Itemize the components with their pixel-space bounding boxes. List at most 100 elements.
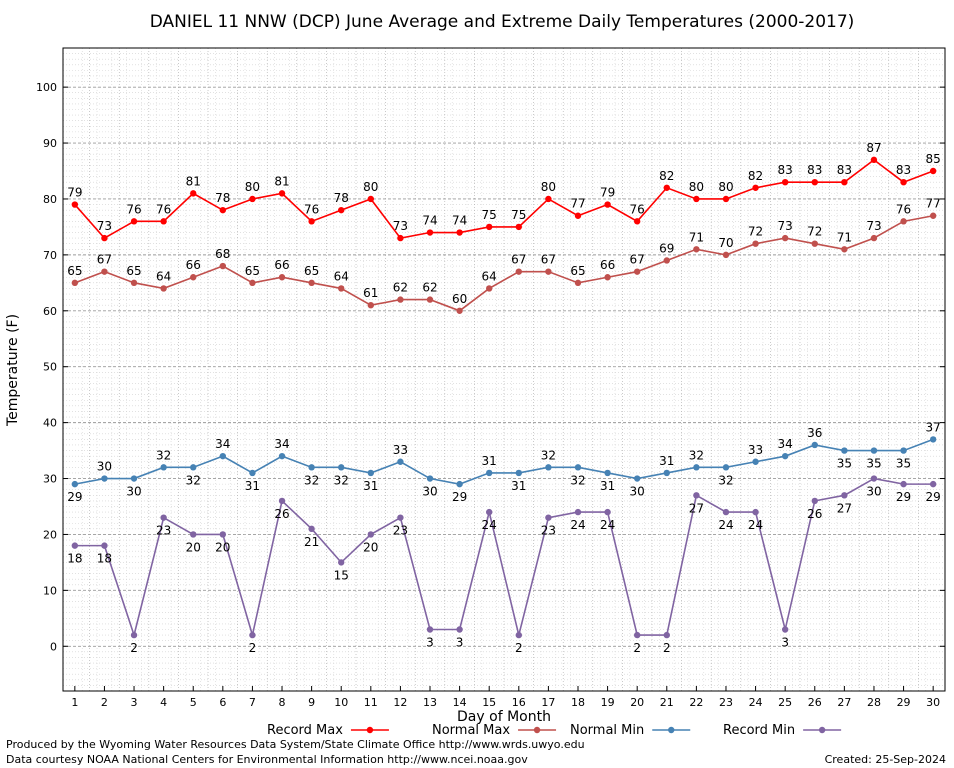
legend-swatch-marker xyxy=(366,726,374,734)
legend-label: Normal Max xyxy=(432,723,510,738)
x-tick-label: 16 xyxy=(512,696,526,709)
data-label: 30 xyxy=(97,460,112,474)
series-line xyxy=(74,477,934,638)
data-point xyxy=(219,452,227,460)
data-point xyxy=(811,240,818,247)
data-label: 81 xyxy=(274,174,289,188)
data-label: 66 xyxy=(274,258,289,272)
data-label: 78 xyxy=(215,191,230,205)
data-point xyxy=(811,441,818,449)
data-label: 35 xyxy=(896,457,911,471)
legend-label: Record Max xyxy=(267,723,343,738)
data-label: 87 xyxy=(866,141,881,155)
data-label: 20 xyxy=(215,540,230,554)
data-label: 32 xyxy=(718,473,733,487)
x-tick-label: 23 xyxy=(719,696,733,709)
data-label: 77 xyxy=(926,197,941,211)
data-label: 32 xyxy=(156,448,171,462)
data-point xyxy=(249,631,256,639)
legend-label: Record Min xyxy=(723,723,795,738)
data-label: 75 xyxy=(482,208,497,222)
data-point xyxy=(781,452,789,460)
data-label: 3 xyxy=(781,635,789,649)
data-point xyxy=(722,464,730,471)
data-point xyxy=(929,212,937,219)
data-point xyxy=(190,531,197,538)
data-point xyxy=(338,464,345,471)
data-label: 69 xyxy=(659,241,674,255)
data-label: 72 xyxy=(748,225,763,239)
data-label: 60 xyxy=(452,292,467,306)
data-label: 77 xyxy=(570,197,585,211)
data-point xyxy=(841,447,848,454)
x-tick-label: 28 xyxy=(867,696,881,709)
data-label: 83 xyxy=(896,163,911,177)
data-label: 70 xyxy=(718,236,733,250)
data-label: 23 xyxy=(156,524,171,538)
data-label: 66 xyxy=(186,258,201,272)
data-point xyxy=(397,296,404,303)
x-tick-label: 17 xyxy=(541,696,555,709)
data-label: 76 xyxy=(304,202,319,216)
data-label: 64 xyxy=(156,269,171,283)
data-point xyxy=(515,631,522,639)
data-point xyxy=(900,480,907,488)
data-point xyxy=(456,307,463,314)
data-point xyxy=(130,631,138,639)
data-point xyxy=(604,508,611,516)
data-label: 31 xyxy=(600,479,615,493)
data-label: 18 xyxy=(97,552,112,566)
data-label: 64 xyxy=(334,269,349,283)
data-point xyxy=(722,195,730,203)
x-tick-label: 27 xyxy=(837,696,851,709)
data-point xyxy=(101,268,108,275)
y-tick-label: 10 xyxy=(43,584,57,597)
series-2: 29 30 30 32 32 34 31 34 32 32 31 33 30 29 31 31 32 32 31 30… xyxy=(67,420,941,504)
data-label: 82 xyxy=(659,169,674,183)
data-label: 24 xyxy=(482,518,497,532)
data-point xyxy=(101,234,108,242)
data-point xyxy=(308,464,315,471)
data-label: 83 xyxy=(778,163,793,177)
y-tick-label: 90 xyxy=(43,137,57,150)
data-point xyxy=(397,458,404,465)
data-point xyxy=(397,514,404,521)
data-label: 73 xyxy=(866,219,881,233)
data-point xyxy=(781,626,789,633)
chart-title: DANIEL 11 NNW (DCP) June Average and Ext… xyxy=(150,12,855,32)
data-label: 79 xyxy=(67,186,82,200)
data-point xyxy=(693,246,700,253)
data-label: 74 xyxy=(422,214,437,228)
data-point xyxy=(249,279,256,287)
data-label: 2 xyxy=(663,641,671,655)
data-label: 3 xyxy=(456,635,464,649)
y-tick-label: 20 xyxy=(43,528,57,541)
x-tick-label: 4 xyxy=(160,696,167,709)
data-label: 2 xyxy=(515,641,523,655)
data-label: 67 xyxy=(541,253,556,267)
data-point xyxy=(308,218,315,225)
data-label: 65 xyxy=(304,264,319,278)
data-label: 72 xyxy=(807,225,822,239)
data-point xyxy=(278,190,286,197)
data-point xyxy=(249,195,256,203)
data-point xyxy=(338,559,345,566)
data-point xyxy=(426,475,434,482)
data-point xyxy=(663,469,670,477)
data-label: 73 xyxy=(778,219,793,233)
y-tick-label: 60 xyxy=(43,305,57,318)
data-label: 29 xyxy=(926,490,941,504)
data-point xyxy=(633,268,641,275)
data-label: 67 xyxy=(630,253,645,267)
data-point xyxy=(367,469,375,477)
data-point xyxy=(811,178,818,186)
footer-produced-by: Produced by the Wyoming Water Resources … xyxy=(6,738,585,751)
series-line xyxy=(74,158,934,240)
data-label: 15 xyxy=(334,568,349,582)
data-label: 29 xyxy=(67,490,82,504)
data-point xyxy=(130,218,138,225)
data-point xyxy=(870,156,878,164)
data-point xyxy=(781,178,789,186)
data-point xyxy=(426,296,434,303)
